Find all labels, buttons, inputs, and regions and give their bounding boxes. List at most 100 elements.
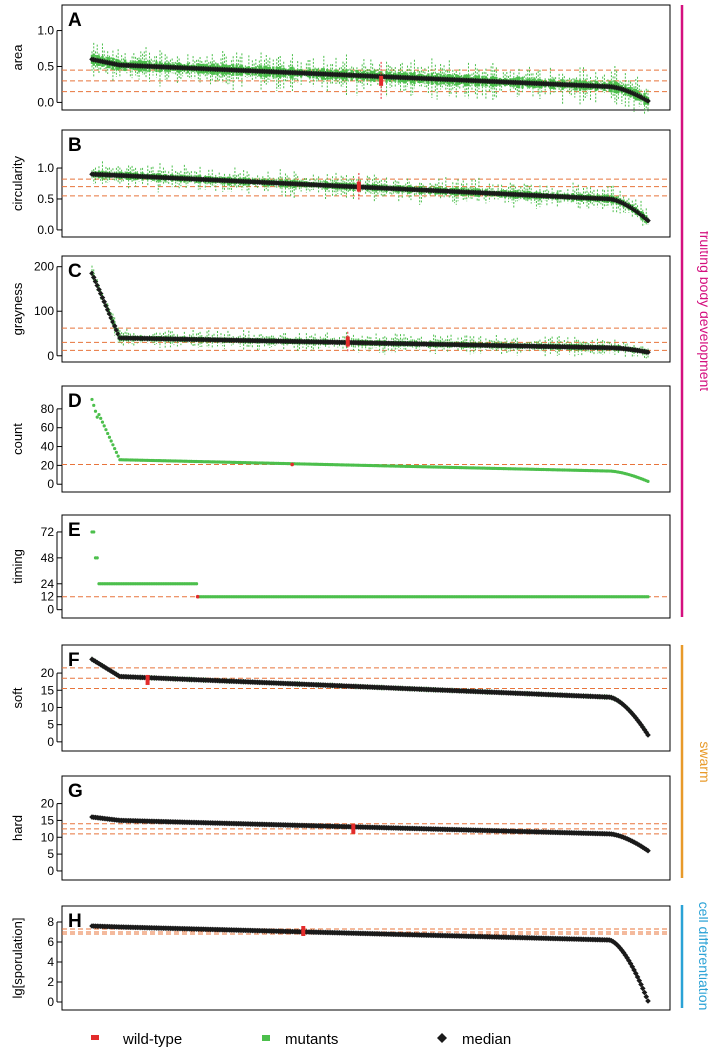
median-marker [106, 667, 113, 673]
y-axis-label: soft [10, 687, 25, 708]
wildtype-box [345, 336, 350, 347]
median-marker [645, 847, 651, 854]
y-tick-label: 5 [47, 718, 54, 732]
mutant-point [102, 424, 106, 428]
panels: 0.00.51.0areaA0.00.51.0circularityB01002… [10, 4, 671, 1011]
median-marker [636, 210, 643, 217]
group-label-fruiting: fruiting body development [697, 231, 708, 391]
mutant-point [92, 530, 96, 534]
mutant-point [646, 595, 650, 599]
wildtype-point [290, 462, 294, 467]
panel-letter: H [68, 911, 82, 932]
y-axis-label: circularity [10, 156, 25, 211]
y-tick-label: 15 [41, 683, 55, 697]
panel-letter: G [68, 781, 83, 802]
wildtype-box [351, 823, 356, 834]
legend-mutants-marker [262, 1035, 270, 1041]
median-marker [90, 274, 97, 281]
y-tick-label: 1.0 [37, 24, 54, 38]
wildtype-box [145, 674, 150, 685]
y-tick-label: 20 [41, 666, 55, 680]
median-marker [613, 941, 620, 948]
wildtype-box [379, 75, 384, 86]
y-tick-label: 24 [41, 577, 55, 591]
y-tick-label: 0.0 [37, 223, 54, 237]
plot-frame [61, 4, 671, 111]
y-tick-label: 20 [41, 458, 55, 472]
wildtype-point [195, 594, 200, 599]
y-axis-label: count [10, 423, 25, 455]
y-axis-label: area [10, 44, 25, 71]
plot-frame [61, 905, 671, 1011]
median-marker [629, 205, 636, 212]
legend-mutants-label: mutants [285, 1031, 338, 1048]
y-tick-label: 0 [47, 995, 54, 1009]
panel-a: 0.0 0.5 1.0 area A [10, 4, 671, 115]
median-marker [645, 732, 651, 738]
y-tick-label: 0 [47, 864, 54, 878]
y-tick-label: 5 [47, 847, 54, 861]
y-tick-label: 2 [47, 975, 54, 989]
mutant-point [113, 446, 117, 451]
mutant-point [114, 450, 119, 454]
mutant-point [106, 431, 110, 436]
y-tick-label: 0.0 [37, 95, 54, 109]
group-label-swarm: swarm [697, 741, 708, 782]
legend-median-label: median [462, 1031, 511, 1048]
mutant-point [90, 397, 94, 402]
median-marker [106, 311, 113, 317]
mutant-point [97, 412, 101, 417]
mutant-point [92, 403, 96, 407]
median-marker [641, 989, 648, 996]
panel-letter: F [68, 650, 80, 671]
median-marker [636, 719, 643, 726]
median-marker [639, 985, 646, 992]
legend-wildtype-label: wild-type [122, 1031, 182, 1048]
panel-f: 0 5 10 15 20 soft F [10, 644, 671, 752]
panel-letter: A [68, 10, 82, 31]
y-tick-label: 48 [41, 551, 55, 565]
mutant-point [93, 409, 98, 413]
median-marker [645, 98, 651, 104]
y-tick-label: 72 [41, 525, 55, 539]
wildtype-box [356, 181, 361, 192]
y-tick-label: 200 [34, 260, 54, 274]
mutant-point [116, 454, 120, 458]
y-tick-label: 0 [47, 477, 54, 491]
group-swarm: swarm [680, 645, 708, 878]
mutant-point [99, 416, 103, 420]
y-tick-label: 0 [47, 603, 54, 617]
y-tick-label: 20 [41, 797, 55, 811]
y-tick-label: 8 [47, 915, 54, 929]
y-tick-label: 15 [41, 813, 55, 827]
y-tick-label: 10 [41, 700, 55, 714]
panel-g: 0 5 10 15 20 hard G [10, 775, 671, 881]
y-tick-label: 0 [47, 735, 54, 749]
y-tick-label: 80 [41, 402, 55, 416]
panel-letter: E [68, 520, 81, 541]
median-marker [101, 298, 108, 305]
y-axis-label: grayness [10, 282, 25, 335]
wildtype-box [301, 926, 306, 936]
mutant-point [646, 479, 650, 484]
y-tick-label: 0.5 [37, 192, 54, 206]
panel-d: 0 20 40 60 80 count D [10, 385, 671, 493]
median-marker [104, 307, 111, 313]
median-marker [99, 294, 106, 301]
panel-letter: B [68, 135, 82, 156]
y-axis-label: lg[sporulation] [10, 918, 25, 999]
median-marker [638, 211, 644, 218]
y-tick-label: 4 [47, 955, 54, 969]
y-tick-label: 0.5 [37, 59, 54, 73]
group-fruiting: fruiting body development [680, 5, 708, 617]
group-celldiff: cell differentiation [680, 902, 708, 1010]
median-marker [643, 993, 650, 1000]
legend-wildtype-marker [91, 1035, 99, 1040]
median-marker [634, 209, 641, 215]
median-marker [645, 998, 651, 1004]
median-marker [645, 349, 651, 356]
median-marker [645, 217, 651, 224]
plot-frame [61, 775, 671, 881]
